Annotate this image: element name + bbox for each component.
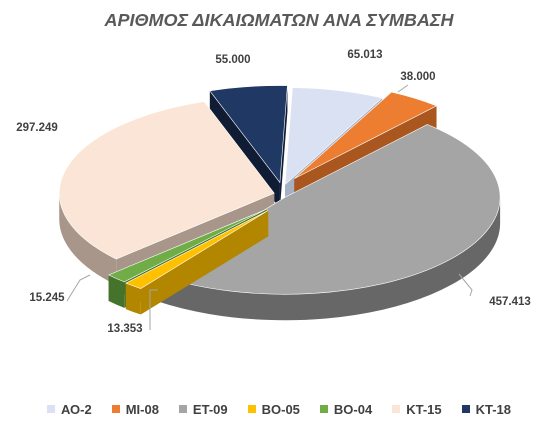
data-label-5: 297.249: [16, 122, 58, 134]
legend-item-3: ΒΟ-05: [247, 401, 300, 417]
slice-outer-wall-3-0: [125, 283, 141, 315]
legend-swatch-2: [178, 405, 187, 413]
leader-line-3: [149, 289, 158, 330]
legend-item-2: ΕΤ-09: [178, 401, 228, 417]
slice-top-3: [125, 210, 269, 289]
data-label-1: 38.000: [400, 71, 435, 83]
slice-top-4: [107, 208, 267, 283]
slice-outer-wall-4-0: [108, 274, 125, 308]
legend-label-0: ΑΟ-2: [60, 401, 92, 417]
slice-wall-6-1: [279, 85, 288, 209]
legend-item-0: ΑΟ-2: [46, 401, 92, 417]
legend-item-6: ΚΤ-18: [461, 401, 512, 417]
slice-top-6: [209, 85, 288, 184]
pie-slice-3: [125, 210, 269, 315]
leader-line-2: [458, 273, 473, 297]
legend-item-1: ΜΙ-08: [111, 401, 159, 417]
data-label-6: 55.000: [215, 54, 250, 66]
slice-top-5: [58, 101, 275, 260]
chart-title: ΑΡΙΘΜΟΣ ΔΙΚΑΙΩΜΑΤΩΝ ΑΝΑ ΣΥΜΒΑΣΗ: [104, 10, 454, 30]
slice-wall-3-1: [125, 210, 269, 310]
slice-outer-wall-5-0: [59, 193, 117, 286]
legend-label-2: ΕΤ-09: [192, 401, 228, 417]
leader-line-1: [397, 84, 409, 93]
data-label-3: 13.353: [107, 323, 142, 335]
legend-swatch-6: [461, 405, 470, 413]
slice-top-2: [157, 124, 501, 295]
legend-label-1: ΜΙ-08: [125, 401, 159, 417]
legend-item-4: ΒΟ-04: [319, 401, 373, 417]
slice-top-1: [294, 91, 438, 179]
legend-swatch-1: [111, 405, 120, 413]
legend-swatch-4: [319, 405, 328, 413]
slice-top-0: [284, 87, 383, 186]
legend-label-3: ΒΟ-05: [261, 401, 300, 417]
data-label-4: 15.245: [29, 292, 65, 304]
data-label-2: 457.413: [489, 296, 531, 308]
slice-outer-wall-2-0: [157, 197, 501, 321]
legend-item-5: ΚΤ-15: [392, 401, 442, 417]
data-label-0: 65.013: [347, 49, 382, 61]
legend-label-5: ΚΤ-15: [406, 401, 442, 417]
leader-line-4: [66, 274, 91, 302]
legend: ΑΟ-2 ΜΙ-08 ΕΤ-09 ΒΟ-05 ΒΟ-04 ΚΤ-15 ΚΤ-18: [0, 396, 558, 422]
legend-label-6: ΚΤ-18: [475, 401, 512, 417]
legend-swatch-5: [392, 405, 401, 413]
legend-swatch-3: [247, 405, 256, 413]
legend-label-4: ΒΟ-04: [333, 401, 373, 417]
legend-swatch-0: [46, 405, 55, 413]
